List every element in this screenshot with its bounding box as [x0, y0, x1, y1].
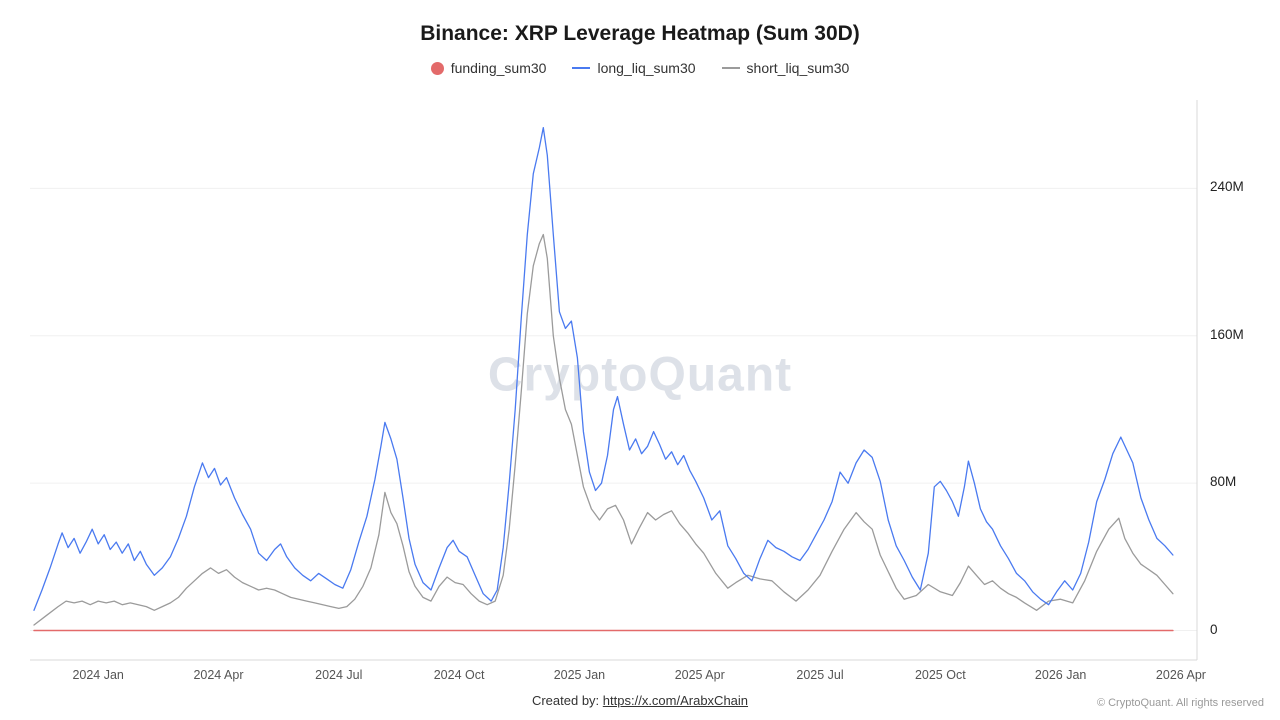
- created-by-prefix: Created by:: [531, 693, 600, 708]
- x-axis-tick-label: 2026 Jan: [1034, 668, 1087, 682]
- x-axis-tick-label: 2024 Jul: [315, 668, 363, 682]
- legend-item-short-liq-sum30[interactable]: short_liq_sum30: [721, 60, 850, 76]
- legend-label-long-liq: long_liq_sum30: [597, 60, 696, 76]
- y-axis-tick-label: 240M: [1210, 179, 1244, 195]
- x-axis-tick-label: 2025 Jul: [796, 668, 844, 682]
- y-axis-tick-label: 0: [1210, 621, 1218, 637]
- legend-label-funding: funding_sum30: [450, 60, 547, 76]
- x-axis-tick-label: 2024 Oct: [433, 668, 485, 682]
- x-axis-tick-label: 2024 Apr: [193, 668, 244, 682]
- y-axis-tick-label: 80M: [1210, 474, 1237, 490]
- legend-item-long-liq-sum30[interactable]: long_liq_sum30: [572, 60, 696, 76]
- legend-item-funding-sum30[interactable]: funding_sum30: [430, 60, 547, 76]
- legend-label-short-liq: short_liq_sum30: [746, 60, 850, 76]
- chart-title: Binance: XRP Leverage Heatmap (Sum 30D): [420, 22, 860, 45]
- x-axis-tick-label: 2025 Oct: [914, 668, 966, 682]
- cryptoquant-watermark: CryptoQuant: [487, 348, 793, 402]
- x-axis-tick-label: 2026 Apr: [1155, 668, 1206, 682]
- funding-series-marker-icon: [430, 61, 444, 75]
- creator-link[interactable]: https://x.com/ArabxChain: [602, 693, 749, 708]
- copyright-notice: © CryptoQuant. All rights reserved: [1096, 697, 1264, 709]
- chart-legend: funding_sum30 long_liq_sum30 short_liq_s…: [0, 60, 1280, 76]
- x-axis-tick-label: 2025 Apr: [674, 668, 725, 682]
- y-axis-tick-label: 160M: [1210, 326, 1244, 342]
- x-axis-tick-label: 2025 Jan: [553, 668, 606, 682]
- created-by-note: Created by: https://x.com/ArabxChain: [0, 693, 1280, 708]
- long-liq-series-marker-icon: [572, 67, 591, 69]
- x-axis-tick-label: 2024 Jan: [72, 668, 124, 682]
- short-liq-series-marker-icon: [721, 67, 740, 69]
